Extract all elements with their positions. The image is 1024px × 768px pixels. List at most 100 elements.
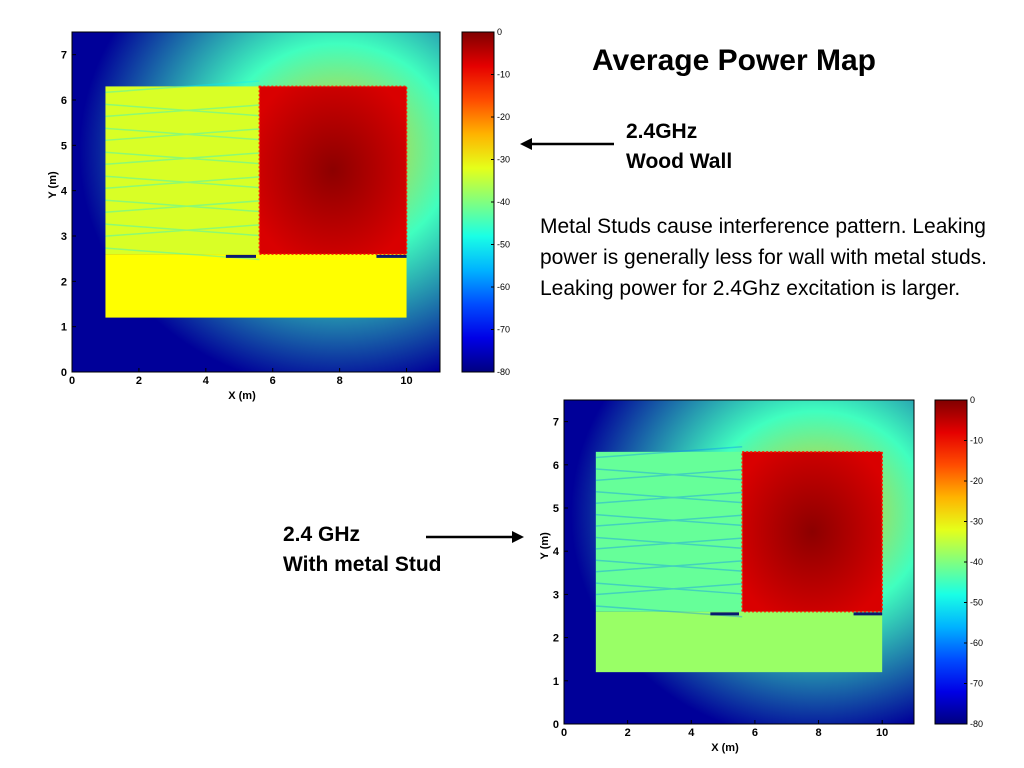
y-tick-label: 5: [553, 503, 559, 515]
streak: [105, 128, 260, 142]
region-left-corridor: [595, 451, 743, 612]
streak: [105, 127, 260, 141]
y-axis-label: Y (m): [539, 532, 551, 560]
streak: [595, 491, 743, 504]
colorbar-tick-label: -60: [970, 638, 983, 648]
colorbar-tick-label: -40: [970, 557, 983, 567]
power-map-metal-stud: 0 2 4 6 8 10 0 1 2 3 4 5 6 7 X (m) Y (m) 0 -10 -20 -30 -40 -5…: [532, 392, 1012, 762]
colorbar-tick-label: -80: [970, 719, 983, 729]
colorbar-tick-label: -10: [497, 70, 510, 80]
streak: [595, 468, 743, 481]
x-tick-label: 2: [625, 727, 631, 739]
room-wall: [741, 451, 883, 613]
streak: [105, 200, 260, 213]
y-tick-label: 5: [61, 140, 67, 152]
streak: [595, 536, 743, 550]
streak: [105, 104, 260, 118]
label-metal-stud-type: With metal Stud: [283, 553, 442, 576]
streak: [105, 152, 260, 166]
y-tick-label: 0: [61, 367, 67, 379]
colorbar-tick-label: -10: [970, 436, 983, 446]
x-axis-label: X (m): [228, 390, 256, 402]
x-axis-label: X (m): [711, 742, 739, 754]
label-wood-wall-type: Wood Wall: [626, 150, 733, 173]
power-map-metal-stud-svg: 0 2 4 6 8 10 0 1 2 3 4 5 6 7 X (m) Y (m) 0 -10 -20 -30 -40 -5…: [539, 395, 983, 754]
x-tick-label: 8: [815, 727, 821, 739]
colorbar-tick-label: -80: [497, 367, 510, 377]
streak: [595, 583, 743, 596]
x-tick-label: 4: [203, 375, 210, 387]
interference-streaks: [105, 80, 260, 261]
y-tick-label: 7: [553, 417, 559, 429]
y-tick-label: 7: [61, 50, 67, 62]
colorbar-tick-label: -20: [970, 476, 983, 486]
x-tick-label: 6: [270, 375, 276, 387]
streak: [595, 582, 743, 595]
interference-streaks: [595, 446, 743, 618]
x-tick-label: 10: [876, 727, 888, 739]
arrow-to-top-plot: [520, 138, 614, 150]
label-metal-stud-freq: 2.4 GHz: [283, 523, 361, 546]
streak: [595, 491, 743, 504]
x-tick-label: 10: [400, 375, 412, 387]
streak: [105, 224, 260, 237]
colorbar-tick-label: -30: [497, 155, 510, 165]
explanation-note: Metal Studs cause interference pattern. …: [540, 215, 988, 300]
y-tick-label: 4: [61, 186, 68, 198]
colorbar-tick-label: -40: [497, 197, 510, 207]
streak: [595, 560, 743, 573]
y-tick-label: 0: [553, 719, 559, 731]
y-tick-label: 1: [61, 322, 67, 334]
y-tick-label: 4: [553, 546, 560, 558]
colorbar-tick-label: -60: [497, 282, 510, 292]
y-tick-label: 1: [553, 676, 559, 688]
streak: [595, 468, 743, 482]
y-tick-label: 2: [61, 276, 67, 288]
streak: [595, 513, 743, 527]
streak: [595, 514, 743, 527]
power-map-wood-wall-svg: 0 2 4 6 8 10 0 1 2 3 4 5 6 7 X (m) Y (m) 0 -10 -20 -30 -40 -5…: [47, 27, 510, 402]
room-wall: [258, 85, 408, 255]
x-tick-label: 6: [752, 727, 758, 739]
region-room: [259, 86, 407, 255]
streak: [105, 175, 260, 189]
colorbar-tick-label: -50: [497, 240, 510, 250]
label-wood-wall: 2.4GHz Wood Wall: [626, 117, 732, 177]
streak: [595, 537, 743, 550]
region-room: [742, 451, 883, 612]
y-tick-label: 2: [553, 633, 559, 645]
colorbar: [461, 31, 495, 373]
x-tick-label: 4: [688, 727, 695, 739]
x-tick-label: 8: [337, 375, 343, 387]
streak: [105, 223, 260, 237]
arrow-to-bottom-plot: [426, 531, 524, 543]
plot-frame: [563, 399, 915, 725]
plot-frame: [71, 31, 441, 373]
streak: [105, 151, 260, 165]
power-map-wood-wall: 0 2 4 6 8 10 0 1 2 3 4 5 6 7 X (m) Y (m) 0 -10 -20 -30 -40 -5…: [40, 22, 520, 404]
colorbar-tick-label: 0: [497, 27, 502, 37]
label-metal-stud: 2.4 GHz With metal Stud: [283, 520, 441, 580]
colorbar: [934, 399, 968, 725]
colorbar-tick-label: -70: [970, 679, 983, 689]
streak: [105, 103, 260, 117]
slide-title: Average Power Map: [592, 44, 876, 77]
region-lower-corridor: [595, 611, 883, 673]
x-tick-label: 2: [136, 375, 142, 387]
y-tick-label: 6: [553, 460, 559, 472]
y-tick-label: 3: [553, 589, 559, 601]
streak: [105, 199, 260, 213]
streak: [595, 446, 743, 459]
colorbar-tick-label: -20: [497, 112, 510, 122]
streak: [105, 80, 260, 94]
region-left-corridor: [105, 86, 260, 255]
colorbar-tick-label: -70: [497, 325, 510, 335]
streak: [595, 559, 743, 572]
region-lower-corridor: [105, 254, 407, 318]
streak: [105, 176, 260, 189]
label-wood-wall-freq: 2.4GHz: [626, 120, 698, 143]
y-tick-label: 6: [61, 95, 67, 107]
colorbar-tick-label: -50: [970, 598, 983, 608]
x-tick-label: 0: [69, 375, 75, 387]
colorbar-tick-label: 0: [970, 395, 975, 405]
